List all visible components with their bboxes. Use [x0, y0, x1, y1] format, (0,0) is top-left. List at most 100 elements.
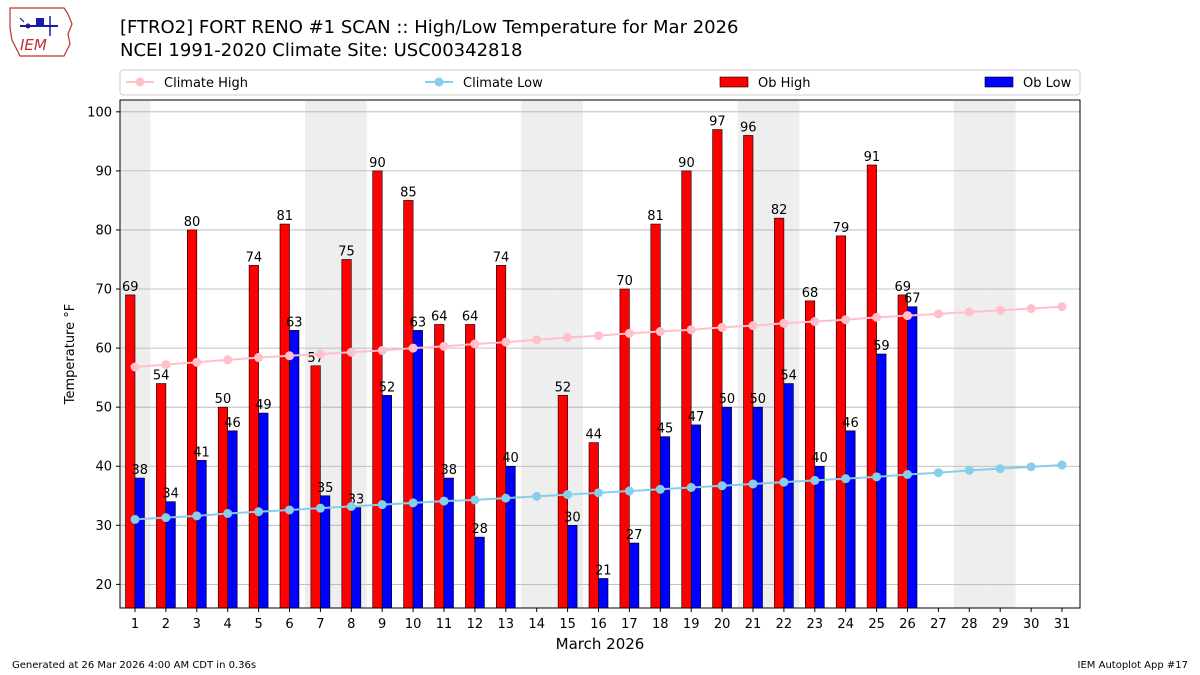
climate-high-point-1 — [130, 362, 140, 372]
climate-low-point-15 — [563, 490, 573, 500]
climate-high-point-28 — [964, 307, 974, 317]
legend-label-ob-high: Ob High — [758, 76, 811, 91]
ob-high-bar-25 — [866, 164, 877, 609]
climate-high-point-29 — [995, 305, 1005, 315]
climate-high-point-5 — [254, 353, 264, 363]
ob-low-label-23: 40 — [811, 451, 828, 466]
y-tick-label: 60 — [95, 342, 112, 357]
x-tick-label: 16 — [590, 617, 607, 632]
y-tick-label: 30 — [95, 519, 112, 534]
ob-low-label-26: 67 — [904, 292, 921, 307]
app-note: IEM Autoplot App #17 — [1077, 660, 1188, 671]
ob-low-bar-3 — [196, 460, 207, 609]
ob-high-label-2: 54 — [153, 369, 170, 384]
ob-high-bar-6 — [279, 223, 290, 609]
ob-low-bar-1 — [134, 477, 145, 609]
ob-low-label-2: 34 — [162, 487, 179, 502]
ob-high-bar-26 — [897, 294, 908, 609]
x-tick-label: 12 — [467, 617, 484, 632]
climate-high-point-18 — [655, 327, 665, 337]
climate-low-point-4 — [223, 508, 233, 518]
climate-high-point-10 — [408, 343, 418, 353]
ob-high-label-21: 96 — [740, 120, 757, 135]
climate-high-point-20 — [717, 322, 727, 332]
ob-high-bar-10 — [403, 200, 414, 609]
ob-low-label-7: 35 — [317, 481, 334, 496]
x-tick-label: 26 — [899, 617, 916, 632]
x-tick-label: 2 — [162, 617, 170, 632]
ob-low-label-10: 63 — [410, 315, 427, 330]
ob-low-label-5: 49 — [255, 398, 272, 413]
climate-low-point-18 — [655, 484, 665, 494]
ob-high-label-25: 91 — [864, 150, 881, 165]
climate-low-point-16 — [594, 488, 603, 498]
x-tick-label: 15 — [559, 617, 576, 632]
x-tick-label: 23 — [807, 617, 824, 632]
iem-logo: IEM — [6, 4, 78, 64]
climate-low-point-25 — [872, 472, 882, 482]
legend-marker-climate-low — [434, 77, 444, 87]
x-tick-label: 7 — [316, 617, 324, 632]
climate-low-point-22 — [779, 477, 789, 487]
shaded-band-day-29 — [984, 100, 1016, 608]
y-tick-label: 70 — [95, 283, 112, 298]
x-tick-label: 20 — [714, 617, 731, 632]
shaded-band-day-14 — [521, 100, 553, 608]
climate-low-point-29 — [995, 464, 1005, 474]
climate-low-point-19 — [686, 482, 696, 492]
ob-low-label-18: 45 — [657, 422, 674, 437]
plot-frame — [119, 99, 1081, 609]
ob-low-bar-23 — [814, 465, 825, 609]
ob-low-bar-13 — [505, 465, 516, 609]
x-tick-label: 30 — [1023, 617, 1040, 632]
ob-low-bar-19 — [690, 424, 702, 609]
x-tick-label: 19 — [683, 617, 700, 632]
climate-low-point-6 — [285, 505, 294, 515]
climate-high-point-11 — [439, 341, 449, 351]
ob-low-label-6: 63 — [286, 315, 303, 330]
climate-low-point-3 — [192, 511, 202, 521]
climate-low-point-27 — [933, 468, 943, 478]
ob-low-bar-17 — [629, 542, 640, 609]
ob-high-label-6: 81 — [276, 209, 293, 224]
climate-high-point-16 — [594, 331, 603, 341]
ob-low-bar-6 — [289, 330, 300, 609]
ob-low-bar-18 — [659, 436, 671, 609]
ob-high-bar-19 — [681, 170, 692, 609]
climate-high-point-22 — [779, 318, 789, 328]
shaded-band-day-28 — [953, 100, 985, 608]
ob-high-bar-13 — [495, 265, 507, 609]
ob-low-bar-16 — [598, 578, 609, 609]
ob-low-label-15: 30 — [564, 510, 581, 525]
climate-low-point-1 — [130, 514, 140, 524]
x-tick-label: 17 — [621, 617, 638, 632]
ob-high-label-12: 64 — [462, 309, 479, 324]
legend-label-climate-low: Climate Low — [463, 76, 543, 91]
y-tick-label: 100 — [87, 105, 112, 120]
climate-low-point-24 — [841, 474, 851, 484]
ob-high-label-15: 52 — [555, 380, 572, 395]
climate-lines — [130, 302, 1067, 524]
x-tick-label: 9 — [378, 617, 386, 632]
ob-high-label-23: 68 — [802, 286, 819, 301]
climate-high-point-21 — [748, 321, 758, 331]
ob-low-label-22: 54 — [780, 369, 797, 384]
y-tick-label: 90 — [95, 164, 112, 179]
generated-note: Generated at 26 Mar 2026 4:00 AM CDT in … — [12, 660, 257, 671]
x-tick-label: 3 — [193, 617, 201, 632]
legend-swatch-ob-low — [984, 76, 1014, 88]
ob-high-bar-3 — [187, 229, 198, 609]
climate-high-point-13 — [501, 337, 511, 347]
ob-high-label-3: 80 — [184, 215, 201, 230]
x-tick-label: 8 — [347, 617, 355, 632]
climate-high-point-31 — [1057, 302, 1067, 312]
climate-high-point-9 — [377, 345, 387, 355]
y-tick-label: 20 — [95, 578, 112, 593]
legend-label-climate-high: Climate High — [164, 76, 248, 91]
x-tick-label: 13 — [498, 617, 515, 632]
climate-high-point-26 — [903, 311, 912, 321]
x-tick-label: 6 — [285, 617, 293, 632]
climate-high-point-17 — [624, 328, 634, 338]
ob-high-label-1: 69 — [122, 280, 139, 295]
